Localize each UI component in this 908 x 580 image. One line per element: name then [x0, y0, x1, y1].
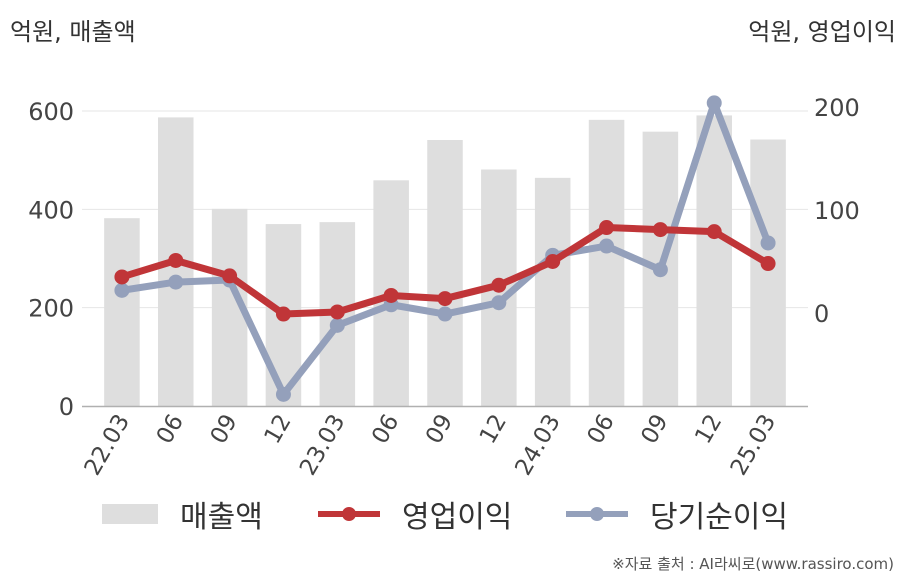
x-tick-label: 06 [152, 410, 189, 448]
operating-profit-point [168, 252, 184, 268]
operating-profit-point [545, 254, 561, 269]
revenue-bar [104, 218, 140, 406]
operating-profit-point [599, 220, 615, 236]
x-tick-label: 24.03 [510, 410, 565, 480]
operating-profit-point [760, 256, 776, 272]
net-income-point [437, 306, 453, 322]
x-tick-label: 09 [206, 410, 243, 448]
revenue-bar [534, 177, 571, 406]
legend-item-revenue: 매출액 [102, 492, 263, 536]
y-left-tick-label: 200 [28, 295, 74, 323]
x-tick-label: 06 [583, 410, 620, 448]
x-tick-label: 12 [690, 410, 727, 448]
legend-label-operating-profit: 영업이익 [402, 500, 513, 535]
x-tick-label: 06 [367, 410, 404, 448]
x-tick-label: 25.03 [726, 410, 781, 480]
operating-profit-point [383, 287, 399, 303]
net-income-point [652, 262, 668, 278]
legend-label-revenue: 매출액 [180, 500, 263, 535]
net-income-point [329, 317, 345, 333]
operating-profit-point [222, 268, 238, 284]
revenue-bar [696, 115, 732, 407]
revenue-bar [588, 119, 625, 406]
operating-profit-point [275, 306, 291, 322]
x-tick-label: 09 [636, 410, 673, 448]
x-tick-label: 22.03 [80, 410, 135, 480]
left-axis-unit: 억원, 매출액 [10, 18, 136, 46]
operating-profit-point [652, 222, 668, 238]
net-income-point [599, 238, 615, 254]
y-left-tick-label: 600 [28, 98, 74, 126]
legend-item-net-income: 당기순이익 [566, 492, 788, 536]
net-income-point [706, 95, 722, 111]
right-axis-unit: 억원, 영업이익 [748, 18, 896, 46]
revenue-bar [750, 139, 786, 406]
legend-bar-swatch [102, 504, 158, 524]
operating-profit-point [114, 269, 130, 285]
operating-profit-point [437, 291, 453, 307]
revenue-bars [104, 115, 786, 407]
net-income-point [114, 282, 130, 298]
y-left-tick-label: 400 [28, 196, 74, 224]
x-tick-label: 12 [475, 410, 512, 448]
legend-line-swatch-net-income [566, 504, 628, 524]
y-left-tick-label: 0 [59, 393, 74, 421]
net-income-point [760, 235, 776, 251]
x-tick-label: 12 [260, 410, 297, 448]
revenue-bar [427, 140, 463, 406]
x-tick-label: 09 [421, 410, 458, 448]
y-right-tick-label: 200 [814, 94, 860, 122]
legend-label-net-income: 당기순이익 [650, 500, 788, 535]
legend-line-swatch-operating-profit [318, 504, 380, 524]
operating-profit-point [491, 277, 507, 293]
net-income-point [491, 295, 507, 311]
x-tick-label: 23.03 [295, 410, 350, 480]
operating-profit-point [706, 224, 722, 240]
net-income-point [275, 386, 291, 402]
source-credit: ※자료 출처 : AI라씨로(www.rassiro.com) [612, 555, 894, 573]
y-right-tick-label: 100 [814, 197, 860, 225]
operating-profit-point [329, 304, 345, 320]
y-right-tick-label: 0 [814, 300, 829, 328]
profit-lines [114, 95, 776, 402]
legend-item-operating-profit: 영업이익 [318, 492, 512, 536]
net-income-point [168, 274, 184, 290]
